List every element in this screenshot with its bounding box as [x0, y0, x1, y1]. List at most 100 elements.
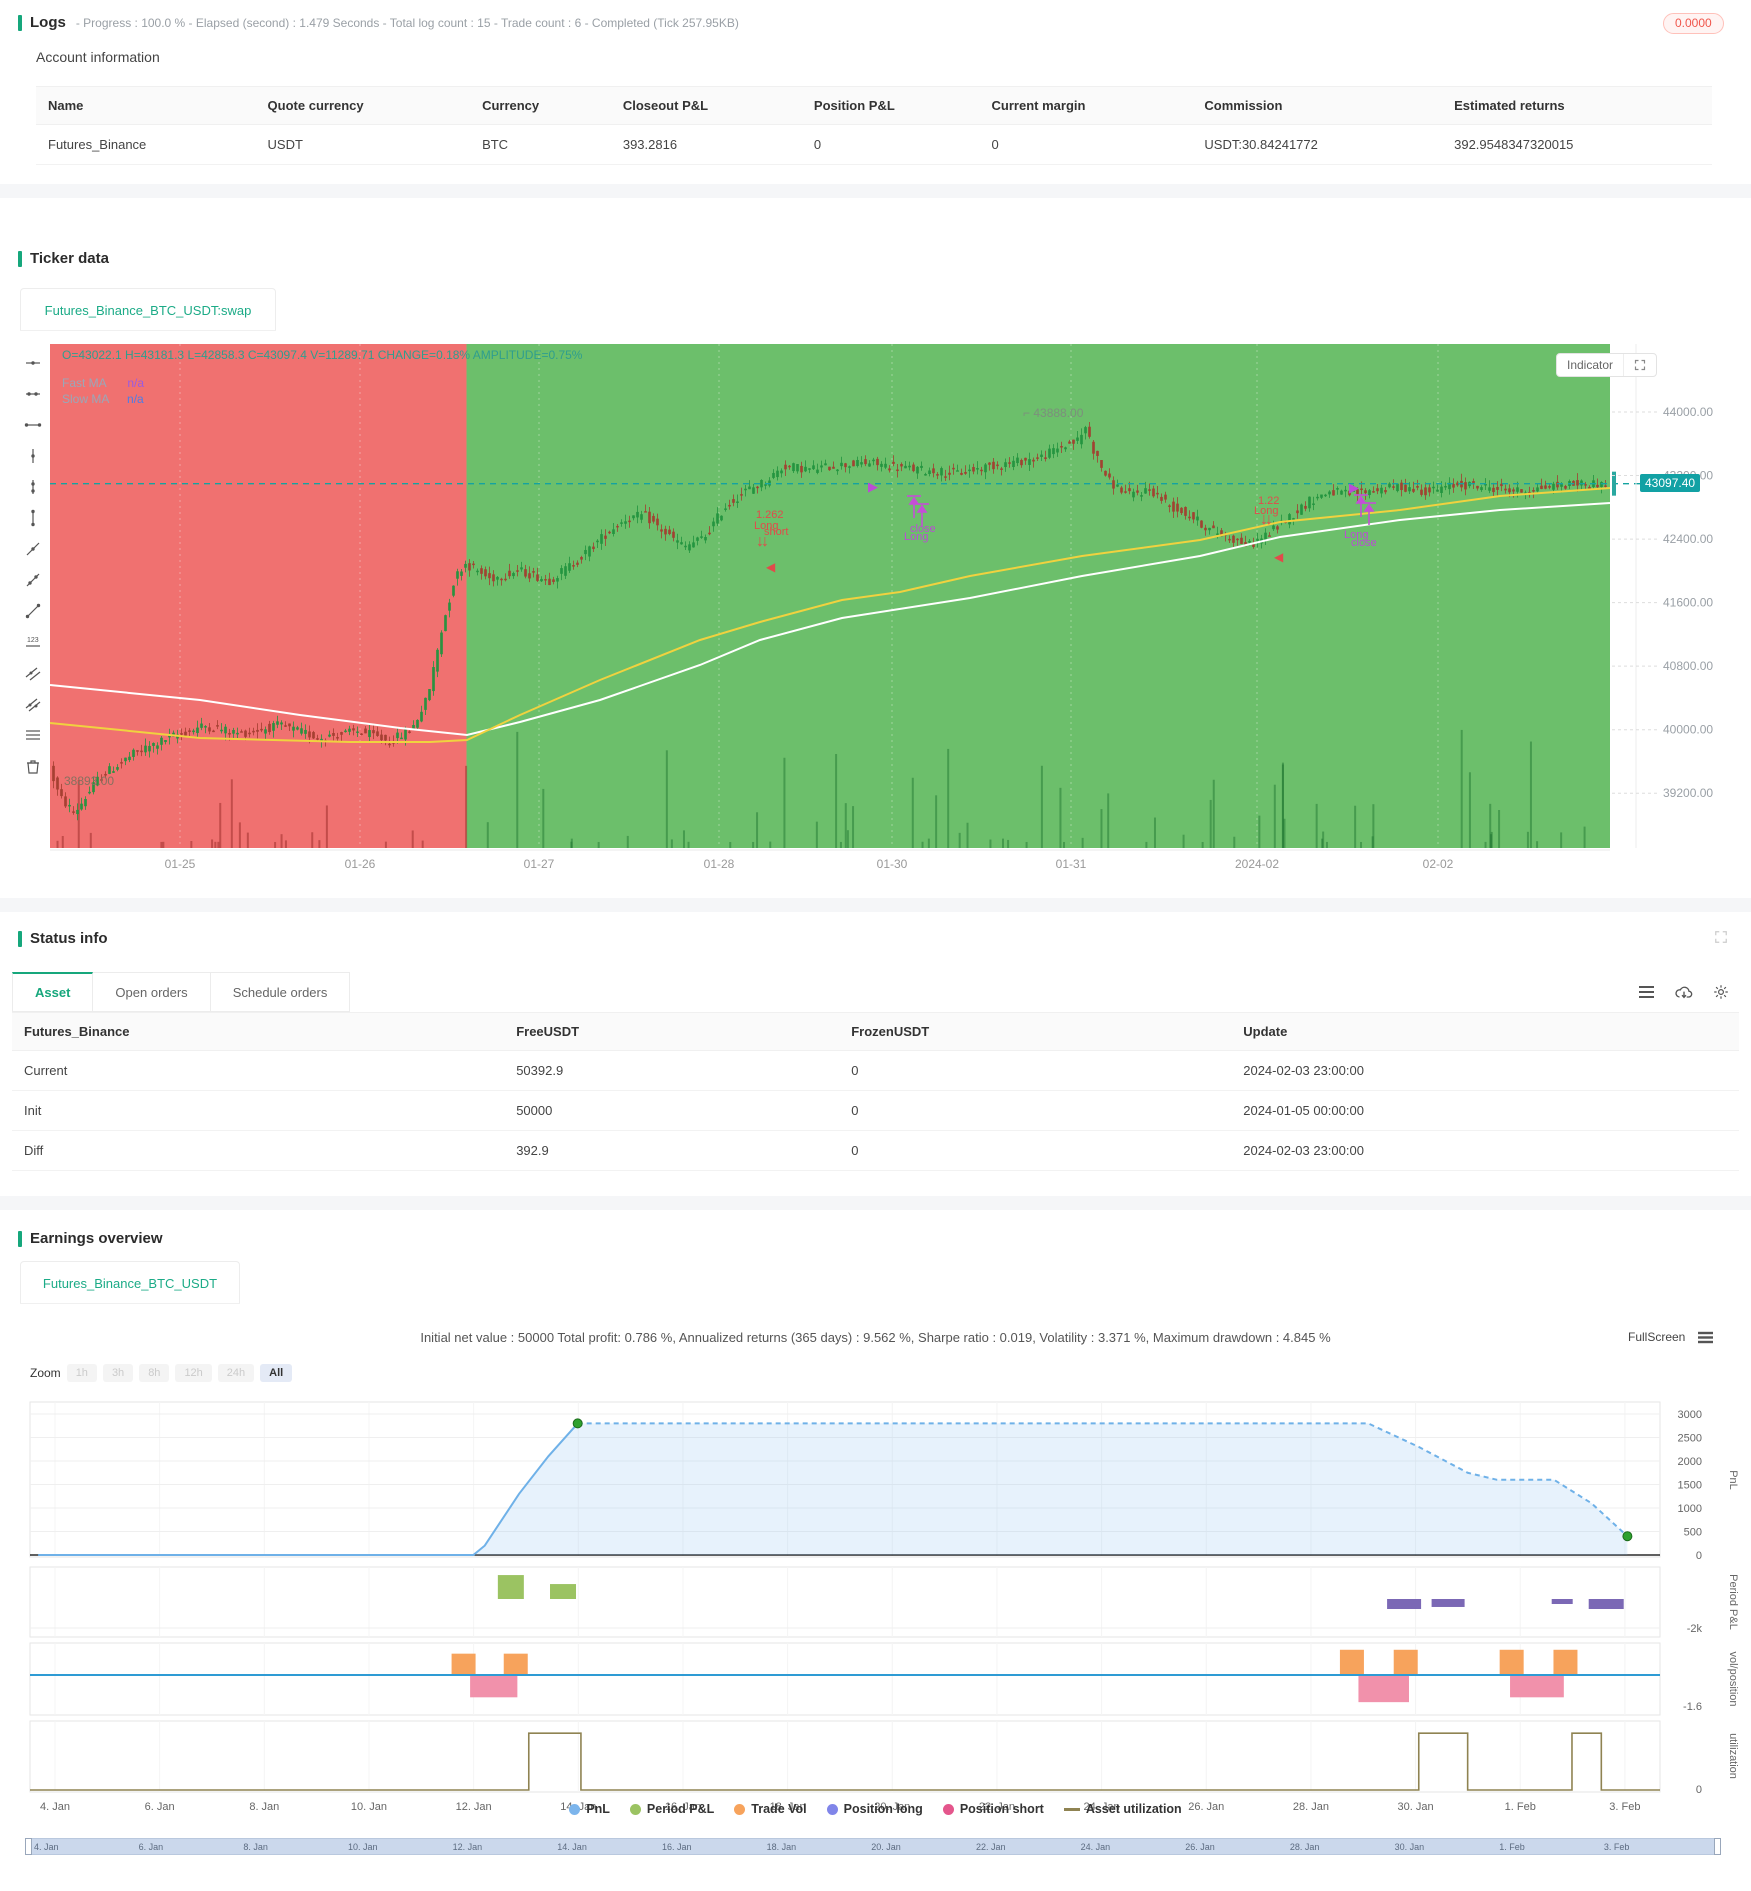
trend-ray-icon[interactable]: .f{fill:#555;stroke:none}: [20, 569, 46, 591]
pin-up-icon: [1353, 493, 1377, 530]
marker-qty: 1.22: [1258, 495, 1280, 507]
parallel-channel-icon[interactable]: .f{fill:#555;stroke:none}: [20, 693, 46, 715]
axis-title: PnL: [1727, 1470, 1739, 1490]
zoom-24h[interactable]: 24h: [217, 1364, 255, 1382]
fullscreen-label[interactable]: FullScreen: [1628, 1330, 1686, 1344]
navigator-date-label: 30. Jan: [1394, 1842, 1425, 1852]
cell-currency: BTC: [470, 124, 611, 165]
gear-icon[interactable]: [1713, 984, 1729, 1000]
col-currency: Currency: [470, 86, 611, 125]
left-triangle-icon: ◀: [1274, 550, 1284, 564]
chart-drawing-toolbar: .f{fill:#555;stroke:none} .f{fill:#555;st…: [20, 352, 48, 786]
price-line-icon[interactable]: .f{fill:#555;stroke:none}123: [20, 631, 46, 653]
horizontal-ray-icon[interactable]: .f{fill:#555;stroke:none}: [20, 383, 46, 405]
status-tabs: Asset Open orders Schedule orders: [12, 972, 351, 1012]
legend-item-asset-utilization[interactable]: Asset utilization: [1063, 1802, 1182, 1816]
marker-side: Long: [904, 531, 929, 543]
collapse-section-icon[interactable]: [1714, 930, 1728, 949]
horizontal-segment-icon[interactable]: .f{fill:#555;stroke:none}: [20, 414, 46, 436]
init-free: 50000: [504, 1090, 840, 1131]
indicator-label[interactable]: Indicator: [1567, 358, 1614, 372]
zoom-8h[interactable]: 8h: [139, 1364, 170, 1382]
svg-text:-1.6: -1.6: [1683, 1701, 1702, 1713]
parallel-ray-icon[interactable]: .f{fill:#555;stroke:none}: [20, 662, 46, 684]
diff-update: 2024-02-03 23:00:00: [1231, 1130, 1739, 1171]
slow-ma-label: Slow MA n/a: [62, 392, 144, 406]
zoom-all[interactable]: All: [260, 1364, 293, 1382]
svg-text:1500: 1500: [1678, 1480, 1702, 1492]
vertical-segment-icon[interactable]: .f{fill:#555;stroke:none}: [20, 507, 46, 529]
navigator-right-handle[interactable]: [1714, 1838, 1721, 1855]
current-frozen: 0: [839, 1050, 1232, 1091]
tab-asset[interactable]: Asset: [12, 972, 94, 1012]
navigator-date-label: 24. Jan: [1080, 1842, 1111, 1852]
legend-label: PnL: [586, 1802, 610, 1816]
cell-name: Futures_Binance: [36, 124, 256, 165]
earnings-x-tick: 18. Jan: [770, 1801, 806, 1813]
legend-dot-swatch: [942, 1803, 954, 1815]
right-triangle-icon: ▶: [1349, 480, 1359, 495]
legend-label: Asset utilization: [1085, 1802, 1182, 1816]
navigator-left-handle[interactable]: [25, 1838, 32, 1855]
zoom-3h[interactable]: 3h: [102, 1364, 134, 1382]
current-update: 2024-02-03 23:00:00: [1231, 1050, 1739, 1091]
sell-marker-1: 1.262 Long short ↓↓ ◀: [748, 510, 808, 580]
navigator-date-label: 14. Jan: [557, 1842, 587, 1852]
indicator-button[interactable]: Indicator: [1556, 353, 1658, 377]
trend-line-icon[interactable]: .f{fill:#555;stroke:none}: [20, 538, 46, 560]
tab-schedule-orders[interactable]: Schedule orders: [210, 972, 351, 1012]
legend-dot-swatch: [734, 1803, 746, 1815]
earnings-tab[interactable]: Futures_Binance_BTC_USDT: [20, 1261, 240, 1304]
legend-label: Position short: [959, 1802, 1044, 1816]
trend-segment-icon[interactable]: .f{fill:#555;stroke:none}: [20, 600, 46, 622]
section-accent-bar: [18, 14, 22, 31]
asset-table: Futures_Binance FreeUSDT FrozenUSDT Upda…: [12, 1012, 1739, 1171]
ticker-chart[interactable]: 44000.0043200.0042400.0041600.0040800.00…: [42, 340, 1746, 872]
ticker-tab[interactable]: Futures_Binance_BTC_USDT:swap: [20, 288, 276, 331]
col-free-usdt: FreeUSDT: [504, 1012, 840, 1051]
trash-icon[interactable]: .f{fill:#555;stroke:none}: [20, 755, 46, 777]
legend-dot-swatch: [569, 1803, 581, 1815]
legend-item-trade-vol[interactable]: Trade Vol: [734, 1802, 807, 1816]
legend-item-position-short[interactable]: Position short: [942, 1802, 1044, 1816]
section-divider: [0, 1196, 1751, 1210]
navigator-date-label: 22. Jan: [975, 1842, 1006, 1852]
right-triangle-icon: ▶: [868, 479, 878, 494]
chart-navigator-scrollbar[interactable]: 4. Jan 6. Jan 8. Jan 10. Jan 12. Jan 14. Jan 1…: [25, 1838, 1721, 1855]
vertical-line-icon[interactable]: .f{fill:#555;stroke:none}: [20, 445, 46, 467]
row-label-current[interactable]: Current: [12, 1050, 505, 1091]
section-accent-bar: [18, 930, 22, 947]
account-table: Name Quote currency Currency Closeout P&…: [36, 86, 1712, 165]
earnings-x-tick: 30. Jan: [1398, 1801, 1434, 1813]
earnings-chart[interactable]: 3000 2500 2000 1500 1000 500 0 -2k -1.6 0 PnL Perio…: [22, 1398, 1747, 1833]
col-commission: Commission: [1192, 86, 1443, 125]
zoom-12h[interactable]: 12h: [175, 1364, 212, 1382]
menu-icon[interactable]: [1638, 984, 1655, 1000]
fullscreen-control[interactable]: FullScreen: [1628, 1330, 1714, 1344]
zoom-label: Zoom: [30, 1366, 61, 1380]
horizontal-line-icon[interactable]: .f{fill:#555;stroke:none}: [20, 352, 46, 374]
chart-menu-icon[interactable]: [1697, 1331, 1714, 1344]
x-axis-tick: 2024-02: [1235, 857, 1279, 871]
slow-ma-value: n/a: [127, 392, 144, 406]
legend-item-pnl[interactable]: PnL: [569, 1802, 610, 1816]
earnings-chart-svg: 3000 2500 2000 1500 1000 500 0 -2k -1.6 0 PnL Perio…: [29, 1401, 1739, 1813]
pin-up-icon: [906, 494, 930, 531]
expand-chart-icon[interactable]: [1623, 354, 1656, 376]
logs-header: Logs - Progress : 100.0 % - Elapsed (sec…: [18, 14, 739, 31]
vertical-ray-icon[interactable]: .f{fill:#555;stroke:none}: [20, 476, 46, 498]
price-channel-icon[interactable]: .f{fill:#555;stroke:none}: [20, 724, 46, 746]
col-name: Name: [36, 86, 256, 125]
zoom-1h[interactable]: 1h: [66, 1364, 97, 1382]
legend-item-period-p-l[interactable]: Period P&L: [629, 1802, 714, 1816]
axis-title: Period P&L: [1727, 1574, 1739, 1630]
fast-ma-name: Fast MA: [62, 376, 107, 390]
legend-item-position-long[interactable]: Position long: [826, 1802, 923, 1816]
tab-open-orders[interactable]: Open orders: [93, 972, 211, 1012]
svg-text:0: 0: [1696, 1550, 1702, 1562]
cloud-download-icon[interactable]: [1675, 984, 1693, 1000]
status-toolbar-icons: [1638, 984, 1729, 1000]
current-free: 50392.9: [504, 1050, 840, 1091]
earnings-x-tick: 12. Jan: [456, 1801, 492, 1813]
navigator-date-label: 12. Jan: [452, 1842, 483, 1852]
